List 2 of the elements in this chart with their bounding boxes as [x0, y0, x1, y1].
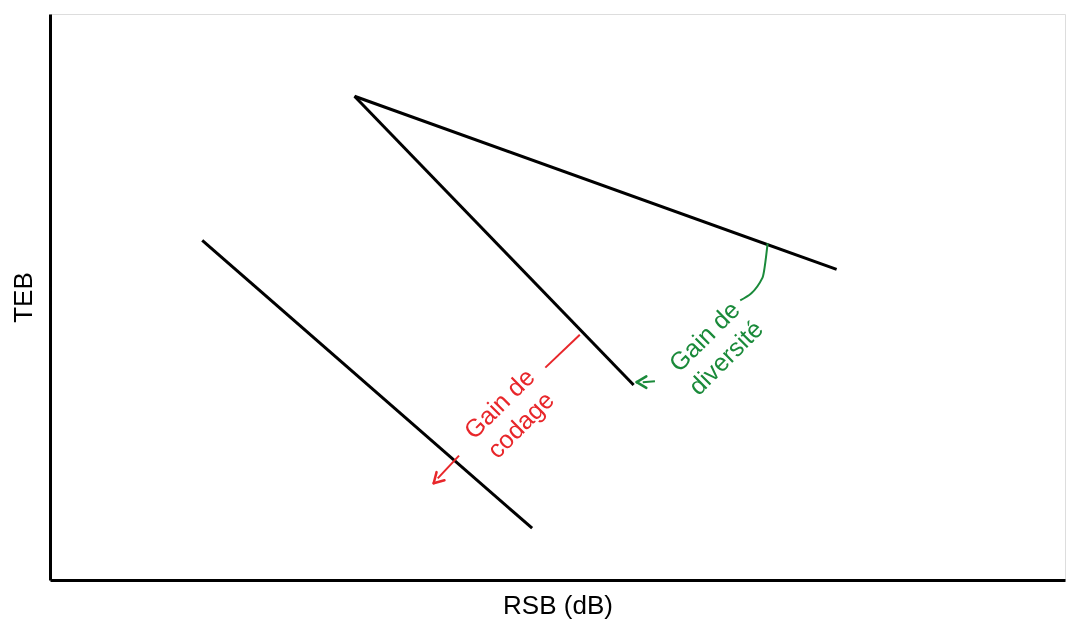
- y-axis-title: TEB: [7, 272, 38, 323]
- x-axis-title: RSB (dB): [503, 589, 613, 620]
